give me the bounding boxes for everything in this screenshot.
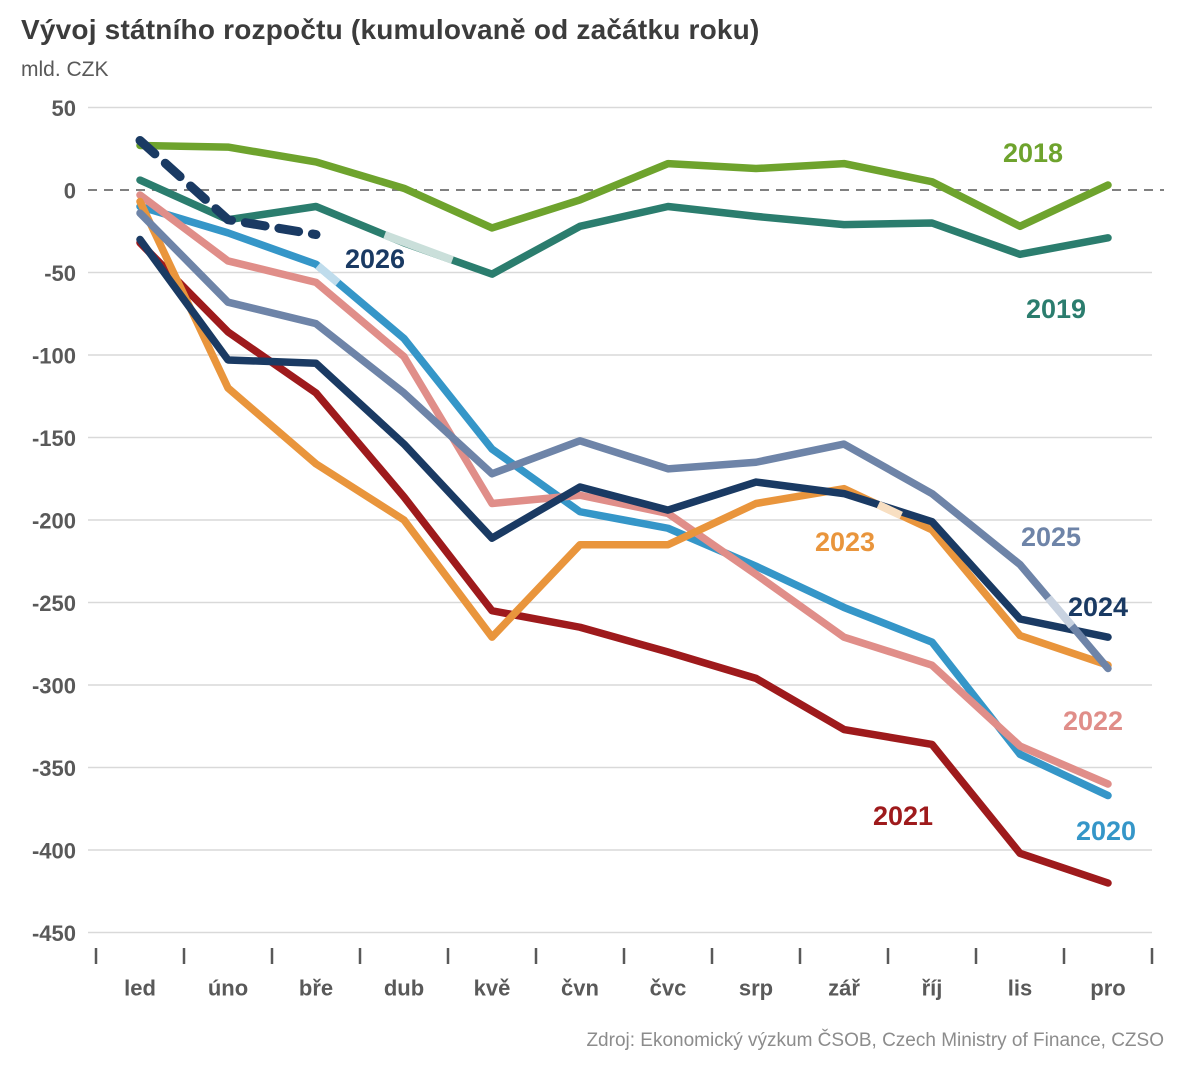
series-line-2024 (136, 235, 1112, 641)
y-axis-tick-label: 0 (64, 179, 76, 204)
y-axis-tick-label: -200 (32, 509, 76, 534)
y-axis-tick-label: -100 (32, 344, 76, 369)
series-line-2018 (136, 141, 1112, 232)
y-axis-tick-label: 50 (52, 96, 76, 121)
series-line-2023 (136, 197, 1112, 669)
series-label-2026: 2026 (345, 244, 405, 274)
series-label-2025: 2025 (1021, 522, 1081, 552)
pale-highlight-segment-2019 (383, 231, 454, 264)
y-axis-tick-label: -250 (32, 591, 76, 616)
x-axis-month-label-úno: úno (208, 976, 248, 1001)
series-line-2022 (136, 191, 1112, 788)
x-axis-month-label-říj: říj (922, 976, 943, 1001)
series-label-2021: 2021 (873, 801, 933, 831)
y-axis-tick-label: -400 (32, 839, 76, 864)
series-line-2026 (135, 136, 321, 240)
series-line-2021 (136, 239, 1112, 887)
x-axis-month-label-led: led (124, 976, 156, 1001)
pale-highlight-segment-2020 (315, 262, 341, 286)
chart-unit-subtitle: mld. CZK (21, 58, 109, 81)
pale-highlight-segment-2023 (876, 501, 903, 520)
series-label-2022: 2022 (1063, 706, 1123, 736)
x-axis-month-label-čvc: čvc (650, 976, 687, 1001)
y-axis-tick-label: -300 (32, 674, 76, 699)
series-line-2025 (136, 209, 1112, 673)
series-label-2020: 2020 (1076, 816, 1136, 846)
chart-source-note: Zdroj: Ekonomický výzkum ČSOB, Czech Min… (586, 1030, 1164, 1051)
x-axis-month-label-lis: lis (1008, 976, 1032, 1001)
x-axis-month-label-srp: srp (739, 976, 773, 1001)
x-axis-month-label-kvě: kvě (474, 976, 511, 1001)
series-label-2018: 2018 (1003, 138, 1063, 168)
y-axis-tick-label: -450 (32, 921, 76, 946)
series-line-2019 (136, 176, 1112, 278)
series-label-2019: 2019 (1026, 294, 1086, 324)
x-axis-month-label-pro: pro (1090, 976, 1125, 1001)
y-axis-tick-label: -50 (44, 261, 76, 286)
y-axis-tick-label: -350 (32, 756, 76, 781)
x-axis-month-label-čvn: čvn (561, 976, 599, 1001)
chart-title: Vývoj státního rozpočtu (kumulovaně od z… (21, 14, 760, 45)
pale-highlight-segment-2025 (1045, 595, 1075, 629)
x-axis-month-label-bře: bře (299, 976, 333, 1001)
x-axis-month-label-dub: dub (384, 976, 424, 1001)
x-axis-month-label-zář: zář (828, 976, 860, 1001)
series-line-2020 (136, 202, 1112, 800)
series-label-2024: 2024 (1068, 592, 1128, 622)
series-label-2023: 2023 (815, 527, 875, 557)
y-axis-tick-label: -150 (32, 426, 76, 451)
